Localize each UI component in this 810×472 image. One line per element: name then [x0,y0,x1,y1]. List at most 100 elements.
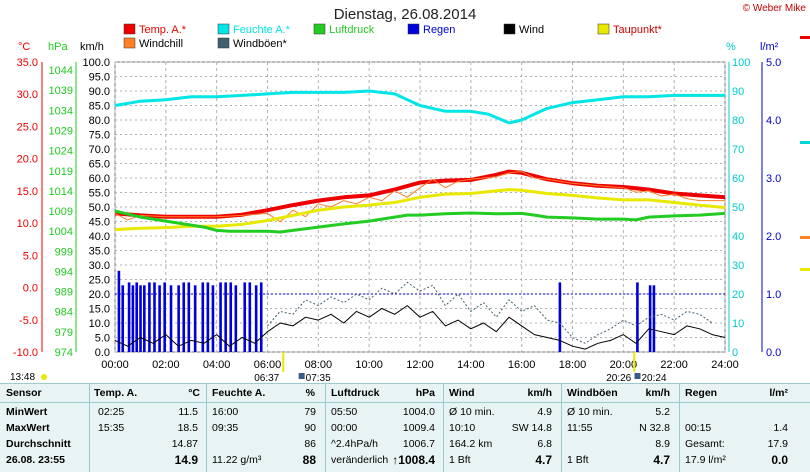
wind-tick-label: 25.0 [89,275,110,287]
wind-tick-label: 30.0 [89,260,110,272]
table-cell: ^2.4hPa/h [331,438,378,450]
rain-bar [206,282,210,352]
wind-tick-label: 80.0 [89,115,110,127]
table-row-label: MinWert [6,406,48,418]
table-cell: 18.5 [177,422,198,434]
table-cell: 1009.4 [402,422,435,434]
wind-tick-label: 5.0 [95,333,110,345]
rain-bar [187,282,191,352]
legend-label: Windchill [139,38,183,50]
rain-bar [201,282,205,352]
series-line-2 [114,171,725,223]
edge-mark [800,236,810,239]
temp-tick-label: -10.0 [13,347,38,359]
rain-bar [148,282,151,352]
table-cell: N 32.8 [639,422,670,434]
humidity-tick-label: 80 [732,115,744,127]
series-line-3 [114,188,726,232]
wind-unit-label: km/h [80,41,104,53]
wind-tick-label: 75.0 [89,130,110,142]
column-divider [206,384,207,472]
table-cell: ↑1008.4 [392,453,435,467]
table-row-label: Durchschnitt [6,438,71,450]
table-cell: 88 [302,453,316,467]
table-header: Luftdruck [331,387,380,399]
rain-tick-label: 1.0 [766,289,781,301]
rain-bar [652,285,656,352]
pressure-tick-label: 1024 [49,146,73,158]
pressure-tick-label: 1044 [49,65,73,77]
table-cell: 1 Bft [567,454,589,466]
moonset-label: 20:24 [642,373,667,382]
table-header: Temp. A. [94,387,138,399]
temp-tick-label: 0.0 [23,283,38,295]
wind-tick-label: 70.0 [89,144,110,156]
pressure-tick-label: 979 [55,327,73,339]
sunrise-label: 06:37 [254,373,279,382]
rain-bar [143,285,146,352]
table-cell: 1006.7 [402,438,435,450]
rain-bar [234,285,238,352]
rain-bar [163,282,166,352]
table-cell: SW 14.8 [511,422,552,434]
table-cell: 17.9 l/m² [685,454,726,466]
table-cell: 14.87 [171,438,198,450]
table-row-label: 26.08. 23:55 [6,454,65,466]
rain-bar [153,282,156,352]
left-time-label: 13:48 [10,372,35,382]
table-cell: 0.0 [771,453,788,467]
copyright-label: © Weber Mike [742,3,806,14]
table-cell: 1004.0 [402,406,435,418]
legend-swatch [597,23,610,35]
legend-swatch [123,23,136,35]
series-line-6 [114,305,726,350]
humidity-tick-label: 100 [732,57,750,69]
pressure-tick-label: 1009 [49,206,73,218]
column-divider [443,384,444,472]
table-cell: 05:50 [331,406,358,418]
rain-bar [131,285,135,352]
wind-tick-label: 40.0 [89,231,110,243]
legend-swatch [313,23,326,35]
edge-mark [800,141,810,144]
wind-tick-label: 90.0 [89,86,110,98]
x-tick-label: 10:00 [355,359,383,371]
table-cell: 15:35 [98,422,125,434]
column-divider [561,384,562,472]
table-header: km/h [527,387,552,399]
wind-tick-label: 55.0 [89,188,110,200]
wind-tick-label: 50.0 [89,202,110,214]
table-cell: 90 [304,422,316,434]
wind-tick-label: 45.0 [89,217,110,229]
rain-unit-label: l/m² [760,41,779,53]
edge-mark [800,268,810,271]
table-cell: 4.7 [535,453,552,467]
rain-tick-label: 5.0 [766,57,781,69]
pressure-tick-label: 1014 [49,186,73,198]
wind-tick-label: 60.0 [89,173,110,185]
table-cell: 09:35 [212,422,239,434]
column-divider [89,384,90,472]
table-cell: 5.2 [655,406,670,418]
rain-bar [193,285,197,352]
pressure-tick-label: 1019 [49,166,73,178]
pressure-tick-label: 984 [55,307,73,319]
table-cell: 14.9 [174,453,198,467]
humidity-unit-label: % [726,41,736,53]
legend-label: Windböen* [233,38,288,50]
rain-tick-label: 3.0 [766,173,781,185]
humidity-tick-label: 30 [732,260,744,272]
legend-label: Luftdruck [329,24,375,36]
pressure-tick-label: 1029 [49,125,73,137]
wind-tick-label: 0.0 [95,347,110,359]
table-header: % [305,387,315,399]
rain-tick-label: 4.0 [766,115,781,127]
rain-bar [219,282,222,352]
rain-bar [135,282,139,352]
temp-tick-label: 15.0 [17,186,38,198]
legend-swatch [217,23,230,35]
rain-bar [139,285,142,352]
legend-label: Taupunkt* [613,24,663,36]
legend-label: Wind [519,24,544,36]
legend-swatch [217,37,230,49]
